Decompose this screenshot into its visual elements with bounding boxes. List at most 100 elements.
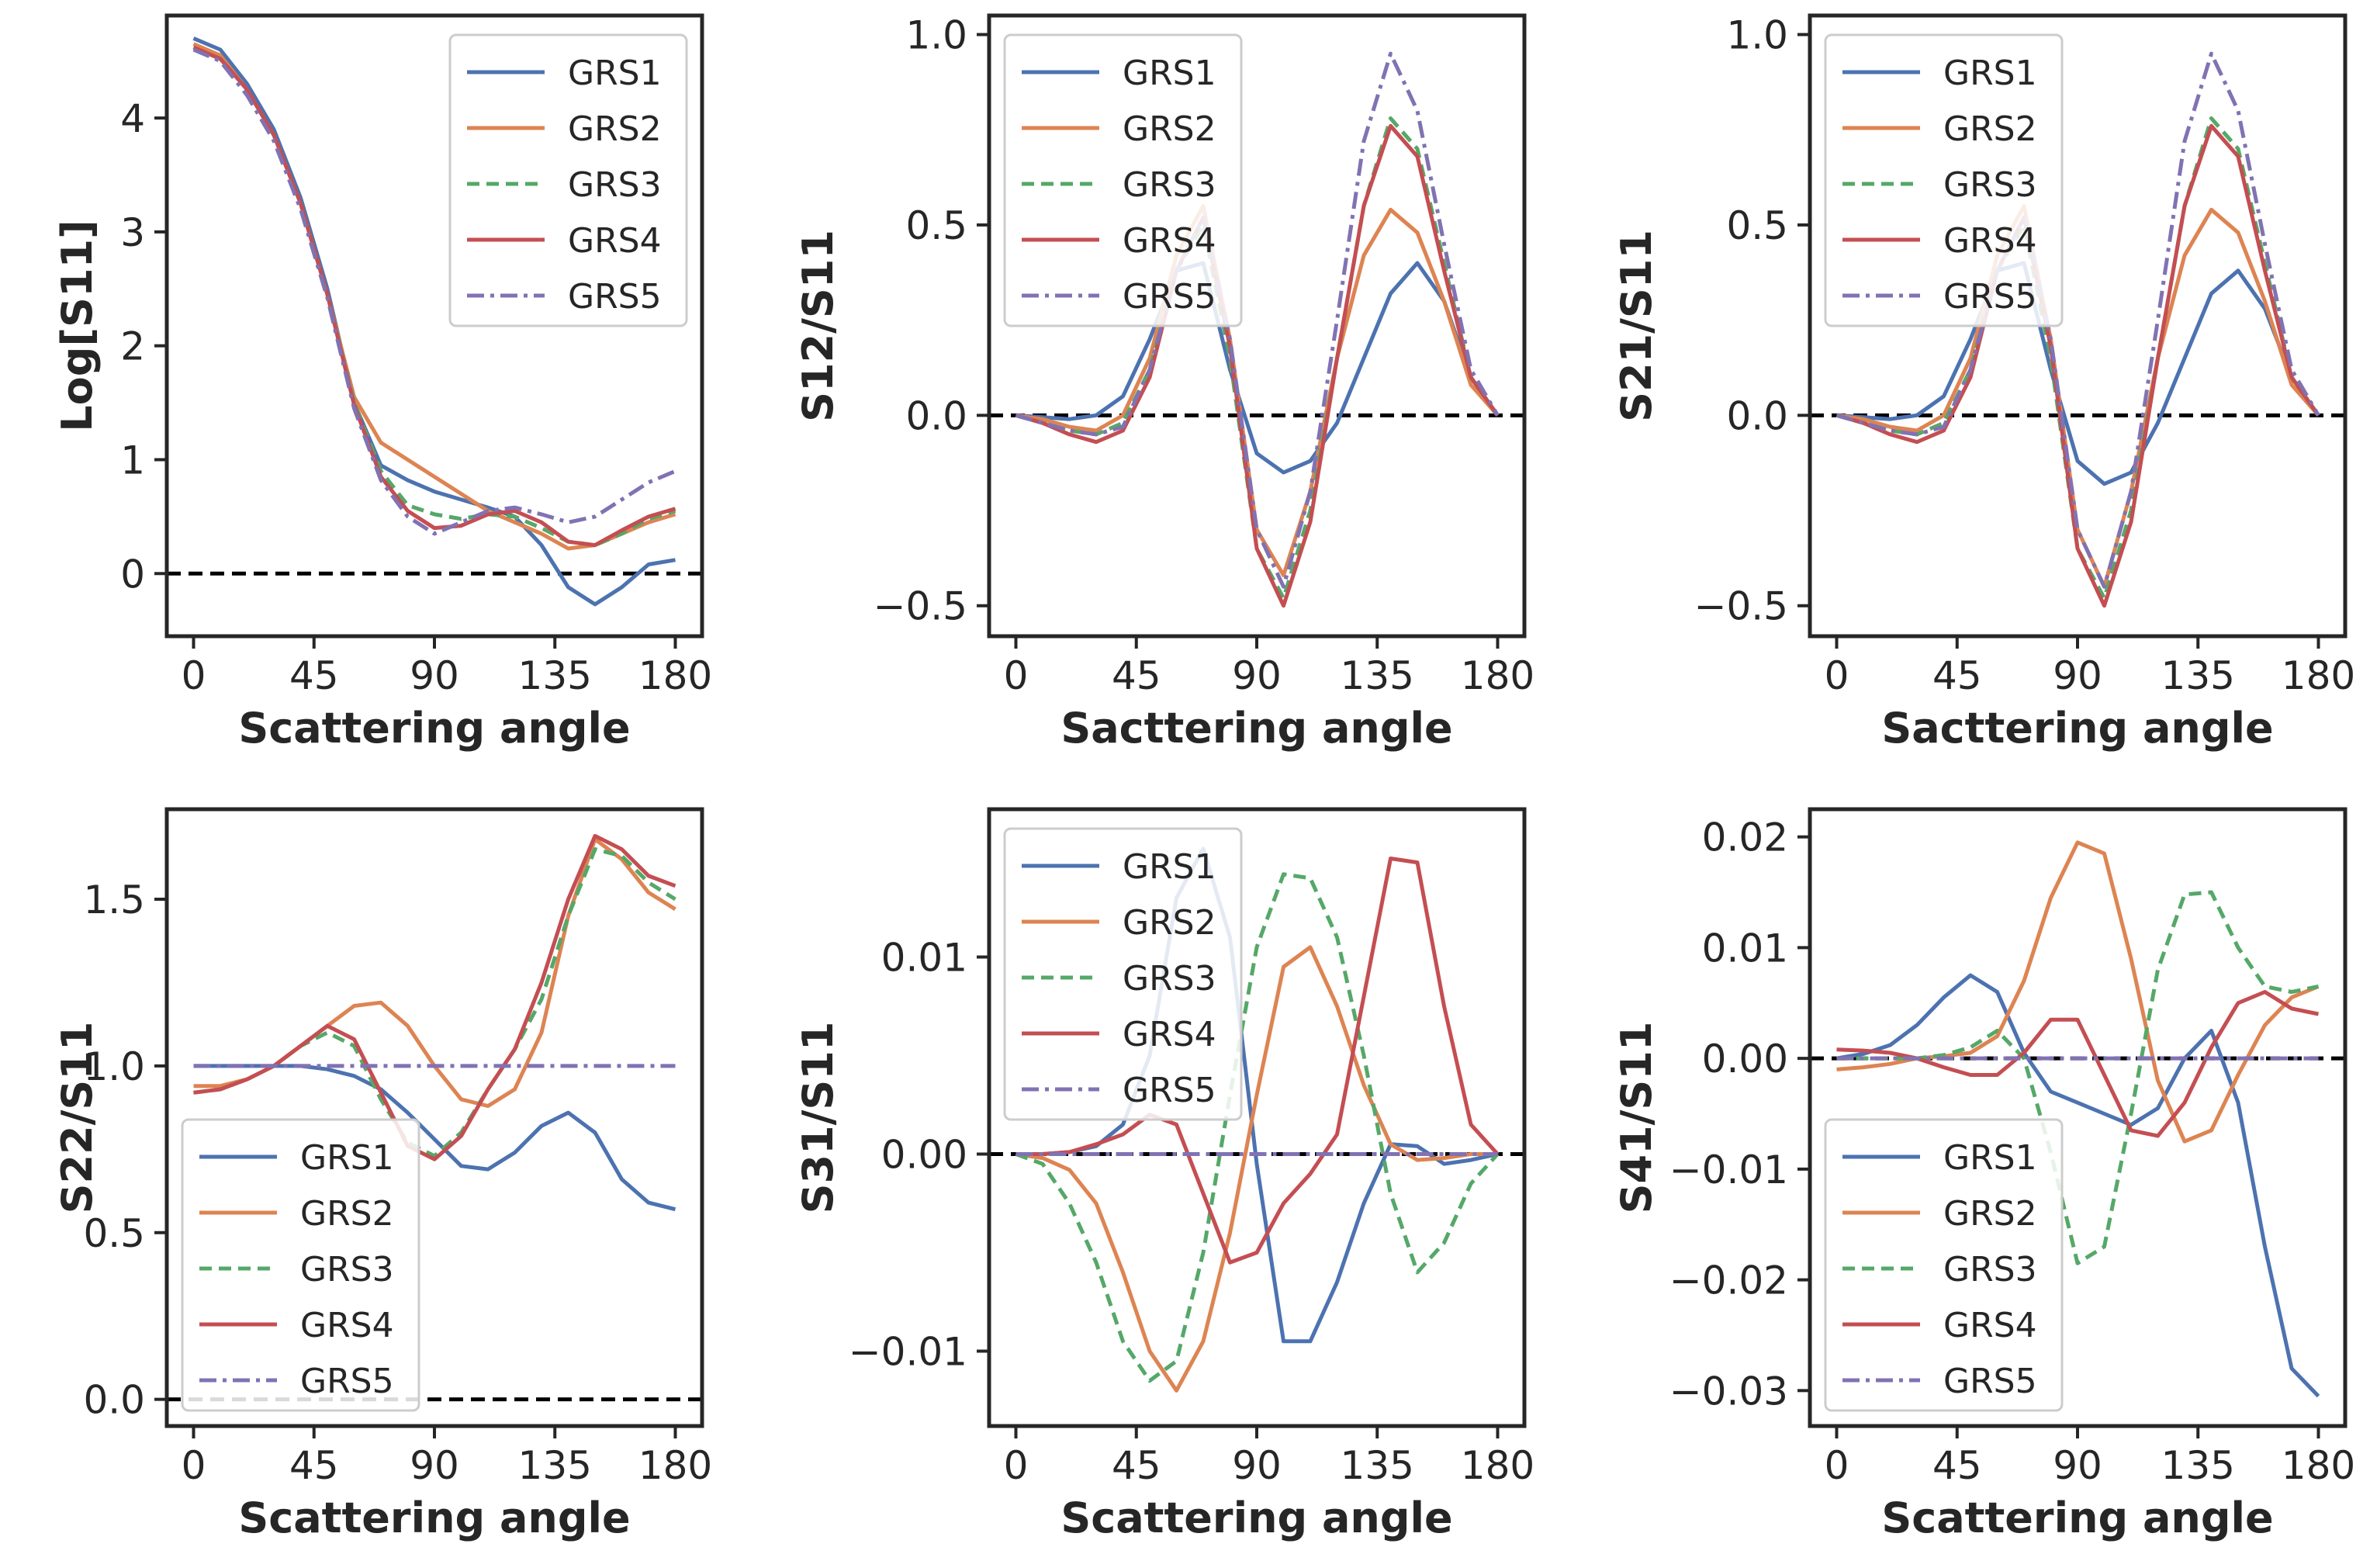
legend-label-grs4: GRS4 — [1943, 1306, 2037, 1345]
panel-6: 0 45 90 135 180 −0.03 −0.02 −0.01 0.00 0.01 0.02 Sc… — [1612, 807, 2355, 1542]
panel-5: 0 45 90 135 180 −0.01 0.00 0.01 Scattering angle… — [794, 807, 1534, 1542]
panel-1: 0 45 90 135 180 0 1 2 3 4 Scattering angle Log[S11]… — [53, 13, 712, 753]
series-line-grs4 — [1015, 857, 1500, 1265]
x-tick-label: 135 — [2161, 653, 2235, 698]
legend-label-grs2: GRS2 — [1943, 109, 2037, 149]
series-line-grs3 — [193, 847, 676, 1158]
x-tick-label: 180 — [638, 1443, 712, 1488]
y-tick-label: −0.03 — [1669, 1369, 1788, 1414]
legend-box — [1003, 33, 1243, 327]
y-tick-label: 1.0 — [1726, 13, 1788, 58]
series-line-grs1 — [1015, 261, 1500, 475]
y-tick-label: 1.0 — [905, 13, 967, 58]
legend-label-grs3: GRS3 — [1943, 165, 2037, 205]
series-line-grs3 — [1015, 872, 1500, 1383]
series-line-grs5 — [1835, 51, 2320, 589]
legend-label-grs2: GRS2 — [1123, 109, 1216, 149]
legend-label-grs5: GRS5 — [568, 277, 662, 317]
legend-label-grs5: GRS5 — [300, 1362, 394, 1401]
legend: GRS1 GRS2 GRS3 GRS4 GRS5 — [1824, 33, 2064, 327]
legend-label-grs3: GRS3 — [300, 1250, 394, 1289]
y-tick-label: −0.02 — [1669, 1258, 1788, 1303]
legend-label-grs4: GRS4 — [300, 1306, 394, 1345]
legend-label-grs1: GRS1 — [1123, 54, 1216, 93]
y-tick-label: 0 — [120, 552, 145, 597]
x-axis-label: Sacttering angle — [1881, 704, 2273, 753]
legend-label-grs3: GRS3 — [1943, 1250, 2037, 1289]
x-tick-label: 45 — [1112, 1443, 1161, 1488]
legend: GRS1 GRS2 GRS3 GRS4 GRS5 — [1003, 827, 1243, 1121]
x-tick-label: 0 — [182, 1443, 206, 1488]
legend-label-grs3: GRS3 — [1123, 165, 1216, 205]
series-line-grs1 — [1836, 973, 2320, 1398]
x-tick-label: 0 — [1825, 1443, 1849, 1488]
legend-label-grs5: GRS5 — [1943, 1362, 2037, 1401]
x-tick-label: 45 — [289, 653, 339, 698]
legend-label-grs2: GRS2 — [300, 1194, 394, 1234]
x-axis-label: Scattering angle — [1881, 1494, 2273, 1542]
legend-label-grs4: GRS4 — [1123, 1015, 1216, 1054]
legend-label-grs1: GRS1 — [1943, 54, 2037, 93]
x-tick-label: 90 — [1232, 1443, 1282, 1488]
x-tick-label: 45 — [289, 1443, 339, 1488]
y-axis-label: S31/S11 — [794, 1022, 842, 1214]
series-line-grs5 — [1015, 51, 1500, 589]
series-line-grs2 — [1836, 840, 2320, 1144]
x-tick-label: 90 — [1232, 653, 1282, 698]
legend-label-grs5: GRS5 — [1123, 1071, 1216, 1110]
panel-3: 0 45 90 135 180 −0.5 0.0 0.5 1.0 Sacttering angle… — [1612, 13, 2355, 753]
x-tick-label: 135 — [518, 653, 592, 698]
x-tick-label: 45 — [1932, 653, 1982, 698]
x-tick-label: 180 — [638, 653, 712, 698]
x-axis-label: Scattering angle — [238, 1494, 630, 1542]
y-axis-label: S12/S11 — [794, 230, 842, 422]
legend-box — [448, 33, 688, 327]
series-line-grs4 — [192, 45, 676, 548]
legend-label-grs1: GRS1 — [300, 1138, 394, 1178]
y-tick-label: 1 — [120, 438, 145, 483]
y-tick-label: 0.01 — [881, 935, 967, 980]
y-tick-label: −0.5 — [874, 584, 967, 629]
x-axis-label: Sacttering angle — [1060, 704, 1452, 753]
series-line-grs1 — [192, 36, 676, 607]
series-line-grs4 — [1015, 123, 1500, 608]
y-tick-label: 0.5 — [905, 203, 967, 248]
panel-2: 0 45 90 135 180 −0.5 0.0 0.5 1.0 Sacttering angle… — [794, 13, 1534, 753]
x-tick-label: 90 — [2053, 653, 2102, 698]
y-tick-label: 0.01 — [1702, 926, 1788, 971]
legend-label-grs5: GRS5 — [1123, 277, 1216, 317]
series-line-grs4 — [1835, 123, 2320, 608]
x-axis-label: Scattering angle — [238, 704, 630, 753]
y-axis-label: S22/S11 — [53, 1022, 102, 1214]
series-line-grs1 — [1836, 261, 2320, 486]
legend-label-grs2: GRS2 — [568, 109, 662, 149]
y-axis-label: S21/S11 — [1612, 230, 1661, 422]
x-tick-label: 0 — [1004, 653, 1029, 698]
legend-label-grs4: GRS4 — [1943, 221, 2037, 261]
legend: GRS1 GRS2 GRS3 GRS4 GRS5 — [1003, 33, 1243, 327]
y-tick-label: −0.01 — [849, 1329, 967, 1374]
y-axis-label: S41/S11 — [1612, 1022, 1661, 1214]
legend-box — [1824, 1118, 2064, 1412]
legend-label-grs2: GRS2 — [1123, 903, 1216, 943]
x-tick-label: 180 — [2282, 653, 2355, 698]
y-tick-label: 4 — [120, 96, 145, 141]
series-line-grs2 — [1015, 945, 1498, 1393]
x-tick-label: 135 — [518, 1443, 592, 1488]
y-tick-label: −0.5 — [1694, 584, 1788, 629]
y-tick-label: 0.5 — [1726, 203, 1788, 248]
legend-label-grs4: GRS4 — [568, 221, 662, 261]
x-tick-label: 180 — [1461, 1443, 1534, 1488]
y-tick-label: 0.00 — [1702, 1037, 1788, 1082]
legend: GRS1 GRS2 GRS3 GRS4 GRS5 — [181, 1118, 420, 1412]
x-tick-label: 180 — [2282, 1443, 2355, 1488]
legend-label-grs3: GRS3 — [568, 165, 662, 205]
series-line-grs2 — [1836, 203, 2320, 589]
y-tick-label: 0.00 — [881, 1132, 967, 1177]
legend-label-grs1: GRS1 — [568, 54, 662, 93]
x-tick-label: 135 — [2161, 1443, 2235, 1488]
x-tick-label: 90 — [2053, 1443, 2102, 1488]
legend-label-grs1: GRS1 — [1123, 847, 1216, 887]
x-tick-label: 90 — [410, 653, 459, 698]
